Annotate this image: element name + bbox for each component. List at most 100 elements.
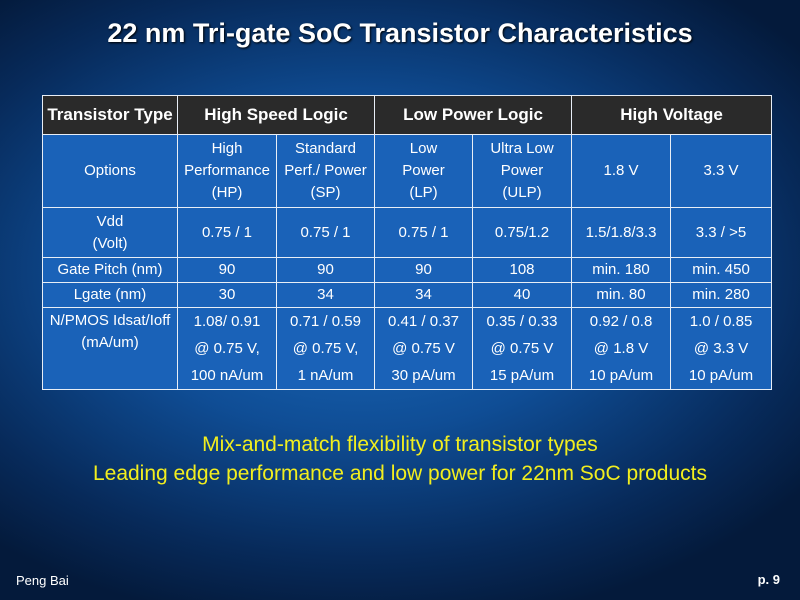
cell-line: Low (409, 140, 438, 157)
cell-line: 3.3 V (703, 162, 739, 179)
option-cell: 3.3 V (670, 134, 773, 208)
data-cell: 108 (471, 257, 573, 283)
data-cell: 0.75/1.2 (471, 207, 573, 258)
cell-text: 0.75 / 1 (201, 223, 253, 241)
option-cell: Low Power (LP) (374, 134, 473, 208)
cell-line: N/PMOS Idsat/Ioff (49, 312, 171, 329)
group-header: High Speed Logic (177, 95, 375, 135)
data-cell: 0.75 / 1 (177, 207, 277, 258)
group-header: Low Power Logic (373, 95, 573, 135)
data-cell: 34 (374, 282, 473, 308)
cell-line: 10 pA/um (588, 367, 654, 384)
cell-line: 1.0 / 0.85 (689, 313, 753, 330)
cell-line: @ 1.8 V (593, 340, 649, 357)
data-cell: 90 (374, 257, 473, 283)
table-body: Transistor Type High Speed Logic Low Power… (42, 95, 773, 390)
row-label: Gate Pitch (nm) (42, 257, 178, 283)
option-cell: Standard Perf./ Power (SP) (276, 134, 375, 208)
highlights: Mix-and-match flexibility of transistor … (0, 430, 800, 488)
highlight-line: Leading edge performance and low power f… (92, 462, 708, 485)
cell-line: Power (402, 162, 445, 179)
cell-line: Gate Pitch (nm) (57, 261, 163, 278)
data-row: Gate Pitch (nm) 90 90 90 108 min. 180 min. 450 (42, 257, 773, 283)
cell-text: 0.75/1.2 (494, 223, 550, 241)
cell-text: High Voltage (620, 105, 723, 124)
data-cell: min. 280 (670, 282, 773, 308)
slide-title: 22 nm Tri-gate SoC Transistor Characteri… (107, 18, 693, 48)
cell-line: (LP) (409, 184, 438, 201)
cell-line: 1 nA/um (297, 367, 354, 384)
data-cell: min. 80 (571, 282, 672, 308)
cell-line: 100 nA/um (190, 367, 264, 384)
cell-line: @ 0.75 V, (292, 340, 359, 357)
cell-line: @ 3.3 V (693, 340, 749, 357)
cell-text: 30 (218, 286, 236, 303)
options-row: Options High Performance (HP) Standard Perf./… (42, 134, 773, 208)
option-cell: 1.8 V (571, 134, 672, 208)
row-label: Vdd (Volt) (42, 207, 178, 258)
cell-line: 0.92 / 0.8 (589, 313, 653, 330)
cell-text: High Speed Logic (204, 105, 348, 124)
data-row: N/PMOS Idsat/Ioff (mA/um) 1.08/ 0.91 @ 0.75… (42, 307, 773, 390)
author: Peng Bai (16, 573, 69, 588)
cell-text: min. 180 (592, 261, 650, 278)
cell-line: Perf./ Power (284, 162, 367, 179)
data-row: Vdd (Volt) 0.75 / 1 0.75 / 1 0.75 / 1 0.75/1.… (42, 207, 773, 258)
cell-line: (ULP) (502, 184, 542, 201)
cell-text: 1.5/1.8/3.3 (585, 223, 657, 241)
option-cell: Ultra Low Power (ULP) (471, 134, 573, 208)
cell-text: min. 80 (596, 286, 646, 303)
cell-line: Ultra Low (490, 140, 554, 157)
cell-line: 0.71 / 0.59 (290, 313, 361, 330)
data-cell: 90 (177, 257, 277, 283)
cell-line: 1.08/ 0.91 (193, 313, 261, 330)
cell-text: 90 (317, 261, 334, 278)
cell-line: Vdd (96, 212, 124, 230)
cell-line: (HP) (211, 184, 243, 201)
data-cell: 90 (276, 257, 375, 283)
cell-line: 1.8 V (603, 162, 639, 179)
cell-text: Low Power Logic (403, 105, 543, 124)
cell-line: 0.41 / 0.37 (388, 313, 459, 330)
cell-line: 15 pA/um (489, 367, 555, 384)
data-cell: 1.08/ 0.91 @ 0.75 V, 100 nA/um (177, 307, 277, 390)
cell-text: 90 (415, 261, 432, 278)
header-row: Transistor Type High Speed Logic Low Power… (42, 95, 773, 135)
data-cell: 0.41 / 0.37 @ 0.75 V 30 pA/um (374, 307, 473, 390)
row-label: N/PMOS Idsat/Ioff (mA/um) (42, 307, 178, 390)
data-cell: 3.3 / >5 (670, 207, 773, 258)
data-cell: 0.75 / 1 (374, 207, 473, 258)
cell-text: 34 (415, 286, 432, 303)
cell-text: 0.75 / 1 (398, 223, 449, 241)
data-cell: 0.35 / 0.33 @ 0.75 V 15 pA/um (471, 307, 573, 390)
data-cell: 30 (177, 282, 277, 308)
data-cell: 0.71 / 0.59 @ 0.75 V, 1 nA/um (276, 307, 375, 390)
data-cell: min. 180 (571, 257, 672, 283)
cell-line: @ 0.75 V, (194, 340, 260, 357)
cell-text: 108 (509, 261, 535, 278)
cell-line: Performance (184, 162, 270, 179)
cell-text: min. 280 (692, 286, 750, 303)
cell-line: @ 0.75 V (392, 340, 455, 357)
cell-line: 10 pA/um (688, 367, 754, 384)
row-label: Options (42, 134, 178, 208)
data-cell: 0.92 / 0.8 @ 1.8 V 10 pA/um (571, 307, 672, 390)
data-cell: 34 (276, 282, 375, 308)
data-cell: 40 (471, 282, 573, 308)
data-cell: 1.5/1.8/3.3 (571, 207, 672, 258)
highlight-line: Mix-and-match flexibility of transistor … (202, 433, 598, 456)
data-cell: min. 450 (670, 257, 773, 283)
cell-line: 30 pA/um (391, 367, 456, 384)
page-number: p. 9 (757, 572, 780, 587)
row-label: Lgate (nm) (42, 282, 178, 308)
cell-line: Power (500, 162, 544, 179)
cell-line: Standard (295, 140, 356, 157)
cell-line: (Volt) (92, 234, 128, 252)
cell-text: 0.75 / 1 (300, 223, 351, 241)
data-cell: 0.75 / 1 (276, 207, 375, 258)
cell-text: Transistor Type (47, 105, 173, 124)
option-cell: High Performance (HP) (177, 134, 277, 208)
transistor-table: Transistor Type High Speed Logic Low Power… (42, 95, 773, 390)
cell-line: (mA/um) (81, 334, 139, 351)
